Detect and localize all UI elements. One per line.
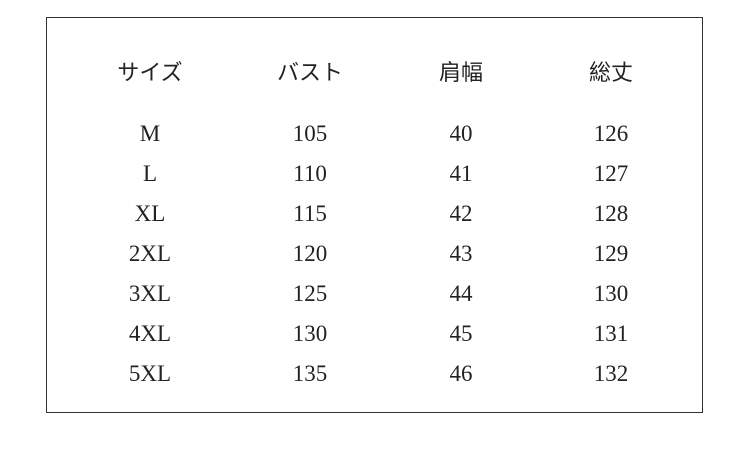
cell-size: 3XL [128,281,172,306]
table-row: 3XL 125 44 130 [70,274,690,314]
cell-size: XL [134,201,166,226]
size-chart-table: サイズ バスト 肩幅 総丈 M 105 40 126 L 110 41 127 XL 115 42 1… [70,48,690,394]
table-row: M 105 40 126 [70,114,690,154]
header-size: サイズ [117,60,183,85]
cell-bust: 130 [292,321,328,346]
table-row: 4XL 130 45 131 [70,314,690,354]
cell-size: 2XL [128,241,172,266]
cell-bust: 110 [293,161,327,186]
header-bust: バスト [276,60,343,85]
table-row: 5XL 135 46 132 [70,354,690,394]
table-row: 2XL 120 43 129 [70,234,690,274]
cell-size: 4XL [128,321,172,346]
cell-shoulder: 44 [449,281,473,306]
cell-bust: 125 [292,281,328,306]
cell-length: 128 [593,201,629,226]
cell-length: 129 [593,241,629,266]
header-shoulder: 肩幅 [438,60,483,85]
cell-bust: 135 [292,361,328,386]
cell-size: M [139,121,161,146]
cell-bust: 105 [292,121,328,146]
cell-size: L [142,161,158,186]
cell-length: 126 [593,121,629,146]
cell-length: 130 [593,281,629,306]
cell-length: 132 [593,361,629,386]
header-row: サイズ バスト 肩幅 総丈 [70,48,690,94]
cell-shoulder: 42 [449,201,473,226]
table-row: XL 115 42 128 [70,194,690,234]
cell-shoulder: 40 [449,121,473,146]
table-row: L 110 41 127 [70,154,690,194]
cell-length: 127 [593,161,629,186]
cell-length: 131 [593,321,629,346]
header-length: 総丈 [588,60,633,85]
cell-bust: 115 [293,201,327,226]
cell-shoulder: 46 [449,361,473,386]
cell-size: 5XL [128,361,172,386]
cell-shoulder: 41 [449,161,473,186]
cell-shoulder: 45 [449,321,473,346]
size-chart-frame [46,17,703,413]
cell-shoulder: 43 [449,241,473,266]
cell-bust: 120 [292,241,328,266]
